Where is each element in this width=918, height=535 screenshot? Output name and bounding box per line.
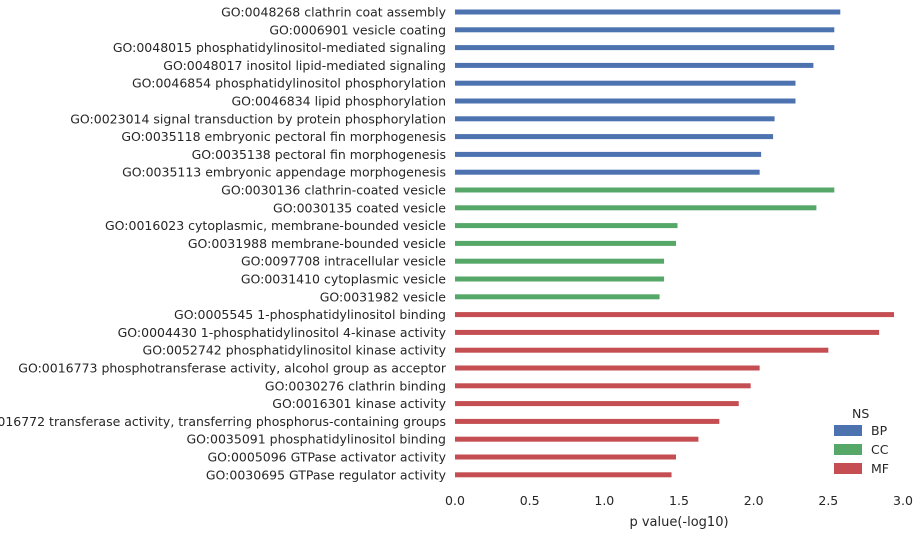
category-label: GO:0006901 vesicle coating bbox=[269, 22, 446, 37]
legend-swatch-bp bbox=[834, 425, 862, 436]
bar-cc bbox=[455, 205, 817, 211]
category-label: GO:0035091 phosphatidylinositol binding bbox=[187, 432, 447, 447]
x-axis: 0.0 0.5 1.0 1.5 2.0 2.5 3.0 bbox=[445, 493, 913, 508]
category-label: GO:0016301 kinase activity bbox=[272, 396, 446, 411]
x-tick-label: 3.0 bbox=[893, 493, 913, 508]
legend-label: CC bbox=[871, 442, 889, 457]
bar-bp bbox=[455, 9, 841, 15]
bar-mf bbox=[455, 383, 751, 389]
legend-swatch-cc bbox=[834, 444, 862, 455]
bar-mf bbox=[455, 347, 829, 353]
category-label: GO:0016773 phosphotransferase activity, … bbox=[18, 361, 447, 376]
legend-label: MF bbox=[871, 461, 889, 476]
category-label: GO:0016023 cytoplasmic, membrane-bounded… bbox=[105, 218, 446, 233]
bar-mf bbox=[455, 401, 739, 407]
legend-label: BP bbox=[871, 423, 888, 438]
bar-mf bbox=[455, 365, 760, 371]
bar-bp bbox=[455, 134, 774, 140]
bar-cc bbox=[455, 187, 835, 193]
bar-cc bbox=[455, 276, 665, 282]
category-label: GO:0030136 clathrin-coated vesicle bbox=[221, 183, 446, 198]
bar-bp bbox=[455, 80, 796, 86]
category-label: GO:0097708 intracellular vesicle bbox=[241, 254, 446, 269]
bar-bp bbox=[455, 169, 760, 175]
category-label: GO:0005096 GTPase activator activity bbox=[207, 450, 446, 465]
category-label: GO:0048017 inositol lipid-mediated signa… bbox=[163, 58, 446, 73]
legend: NS BP CC MF bbox=[834, 406, 889, 476]
bar-bp bbox=[455, 62, 814, 68]
category-label: GO:0031988 membrane-bounded vesicle bbox=[188, 236, 446, 251]
bar-cc bbox=[455, 223, 678, 229]
category-label: GO:0046854 phosphatidylinositol phosphor… bbox=[132, 76, 446, 91]
bar-mf bbox=[455, 312, 895, 318]
bar-cc bbox=[455, 294, 660, 300]
category-label: GO:0031982 vesicle bbox=[320, 289, 447, 304]
bar-bp bbox=[455, 98, 796, 104]
category-label: GO:0048268 clathrin coat assembly bbox=[221, 5, 447, 20]
category-label: GO:0004430 1-phosphatidylinositol 4-kina… bbox=[118, 325, 447, 340]
bars-layer bbox=[455, 9, 895, 478]
x-tick-label: 1.0 bbox=[594, 493, 614, 508]
x-tick-label: 1.5 bbox=[669, 493, 689, 508]
bar-bp bbox=[455, 151, 762, 157]
category-label: GO:0052742 phosphatidylinositol kinase a… bbox=[143, 343, 447, 358]
bar-mf bbox=[455, 454, 677, 460]
bar-cc bbox=[455, 240, 677, 246]
bar-bp bbox=[455, 45, 835, 51]
x-tick-label: 2.0 bbox=[744, 493, 764, 508]
bar-mf bbox=[455, 329, 880, 335]
category-label: GO:0046834 lipid phosphorylation bbox=[231, 94, 446, 109]
category-label: GO:0030695 GTPase regulator activity bbox=[206, 467, 447, 482]
category-label: GO:0031410 cytoplasmic vesicle bbox=[241, 272, 446, 287]
legend-swatch-mf bbox=[834, 463, 862, 474]
category-label: GO:0048015 phosphatidylinositol-mediated… bbox=[113, 40, 446, 55]
bar-mf bbox=[455, 436, 699, 442]
category-label: GO:0005545 1-phosphatidylinositol bindin… bbox=[174, 307, 446, 322]
category-label: GO:0030276 clathrin binding bbox=[265, 378, 446, 393]
bar-mf bbox=[455, 418, 720, 424]
legend-title: NS bbox=[852, 406, 869, 421]
x-axis-title: p value(-log10) bbox=[629, 515, 728, 530]
x-tick-label: 0.5 bbox=[520, 493, 540, 508]
x-tick-label: 0.0 bbox=[445, 493, 465, 508]
category-label: GO:0023014 signal transduction by protei… bbox=[70, 111, 446, 126]
category-label: GO:0035138 pectoral fin morphogenesis bbox=[192, 147, 446, 162]
category-label: GO:0016772 transferase activity, transfe… bbox=[0, 414, 446, 429]
category-label: GO:0035113 embryonic appendage morphogen… bbox=[122, 165, 446, 180]
category-label: GO:0035118 embryonic pectoral fin morpho… bbox=[121, 129, 446, 144]
x-tick-label: 2.5 bbox=[818, 493, 838, 508]
category-labels: GO:0048268 clathrin coat assembly GO:0006… bbox=[0, 5, 447, 483]
category-label: GO:0030135 coated vesicle bbox=[273, 200, 446, 215]
bar-bp bbox=[455, 116, 775, 122]
bar-bp bbox=[455, 27, 835, 33]
bar-cc bbox=[455, 258, 665, 264]
bar-mf bbox=[455, 472, 672, 478]
